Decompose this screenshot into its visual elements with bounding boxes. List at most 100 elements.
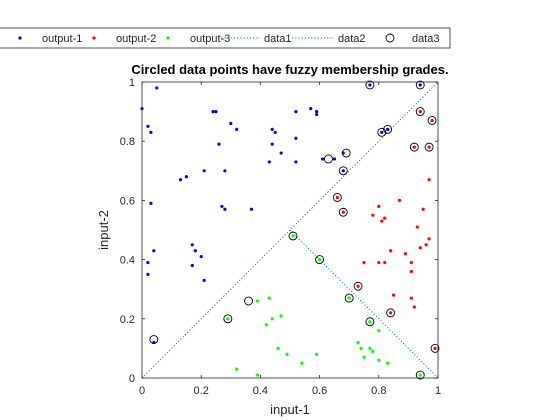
- data-point-output-1: [223, 169, 227, 173]
- data-point-output-3: [270, 317, 274, 321]
- data-point-output-2: [397, 198, 402, 202]
- data-point-output-2: [418, 246, 422, 250]
- data-point-output-1: [155, 86, 159, 90]
- data-point-output-2: [389, 249, 393, 253]
- data-point-data3: [353, 281, 363, 291]
- data-point-data3: [324, 154, 333, 164]
- y-tick-label: 0: [129, 373, 135, 385]
- data-point-output-2: [418, 110, 422, 114]
- data-point-output-3: [279, 314, 283, 318]
- data-point-output-2: [403, 252, 408, 256]
- data-point-data3: [430, 343, 440, 353]
- data-point-output-3: [255, 299, 260, 303]
- y-tick-label: 0.6: [120, 195, 135, 207]
- y-tick-label: 1: [129, 77, 135, 89]
- data-point-data3: [383, 124, 393, 134]
- data-point-data3: [288, 231, 298, 241]
- data-point-output-2: [415, 225, 419, 229]
- data-point-output-3: [315, 352, 319, 356]
- data-point-output-2: [389, 311, 393, 315]
- legend-item-output-1: output-1: [18, 33, 82, 45]
- plot-area: 0 0.2 0.4 0.6 0.8 1 0 0.2 0.4 0.6 0.8 1: [120, 77, 441, 397]
- data-point-output-1: [217, 142, 221, 146]
- data-point-output-1: [223, 207, 227, 211]
- data-point-output-3: [285, 352, 289, 356]
- data-point-output-3: [368, 320, 372, 324]
- data-point-data3: [332, 192, 342, 202]
- data-point-data3: [344, 293, 354, 303]
- data-point-data3: [341, 148, 351, 158]
- data-point-output-2: [362, 260, 366, 265]
- data-point-output-3: [264, 323, 268, 327]
- data-point-output-1: [149, 130, 153, 134]
- data-point-data3: [377, 127, 387, 137]
- data-point-data3: [223, 314, 233, 324]
- legend-swatch-output-3: [166, 36, 170, 40]
- data-point-output-1: [249, 207, 254, 211]
- data-point-data3: [149, 335, 159, 344]
- data-point-output-1: [214, 110, 218, 114]
- data-point-output-2: [377, 260, 381, 265]
- data-point-output-1: [315, 110, 319, 114]
- x-tick-label: 1: [435, 385, 441, 397]
- data-point-output-1: [202, 278, 206, 282]
- data-point-output-2: [409, 269, 413, 274]
- legend-label-data1: data1: [264, 33, 292, 45]
- data-point-output-1: [184, 175, 188, 179]
- data-point-output-1: [380, 130, 384, 134]
- data-point-output-2: [377, 204, 381, 208]
- data-point-output-2: [427, 145, 431, 149]
- data-point-output-3: [386, 361, 390, 365]
- data-point-data3: [338, 166, 348, 176]
- data-point-output-3: [377, 358, 381, 362]
- data-point-data3: [415, 107, 425, 117]
- data-point-data3: [409, 142, 419, 152]
- data-point-output-3: [362, 355, 366, 359]
- legend-item-output-3: output-3: [166, 33, 230, 45]
- data-point-output-1: [146, 124, 150, 128]
- data-point-output-3: [276, 346, 280, 350]
- data-point-output-1: [270, 142, 274, 146]
- axes-frame: [141, 81, 439, 379]
- data-point-output-2: [356, 284, 360, 288]
- data-point-output-1: [273, 130, 277, 134]
- data-point-output-1: [320, 157, 325, 161]
- data-point-output-2: [409, 260, 413, 265]
- data-point-output-1: [235, 127, 239, 131]
- data-point-output-3: [359, 346, 363, 350]
- data-point-output-3: [371, 349, 375, 353]
- legend-label-data2: data2: [338, 33, 366, 45]
- y-tick-label: 0.8: [120, 136, 135, 148]
- data-point-data3: [415, 370, 425, 380]
- data-point-output-2: [427, 178, 431, 182]
- data-point-data3: [424, 142, 434, 152]
- data-point-output-1: [279, 151, 283, 155]
- data-point-output-1: [229, 121, 233, 126]
- data-point-output-1: [220, 204, 224, 208]
- data-point-output-2: [383, 216, 387, 220]
- data-point-data3: [427, 116, 437, 125]
- data-point-output-1: [149, 201, 153, 205]
- data-point-output-1: [294, 160, 298, 164]
- data-point-output-2: [371, 213, 375, 217]
- x-tick-label: 0.4: [253, 385, 268, 397]
- x-axis-label: input-1: [270, 402, 310, 417]
- legend: output-1 output-2 output-3 data1 data2 data3: [0, 27, 451, 49]
- legend-swatch-output-2: [92, 36, 96, 40]
- data-point-output-1: [190, 263, 194, 268]
- legend-label-data3: data3: [412, 33, 440, 45]
- legend-swatch-output-1: [18, 36, 22, 40]
- data-markers: [140, 80, 440, 380]
- data-point-data3: [365, 317, 375, 327]
- data-point-output-2: [421, 207, 425, 211]
- data-point-output-1: [368, 83, 372, 87]
- x-tick-label: 0.2: [194, 385, 209, 397]
- data-point-output-2: [412, 305, 416, 309]
- data-point-output-2: [392, 293, 396, 297]
- data-point-output-3: [226, 317, 230, 321]
- legend-swatch-data3: [385, 33, 395, 43]
- data-point-output-1: [309, 107, 313, 111]
- x-tick-label: 0: [139, 385, 145, 397]
- data-point-output-2: [341, 210, 345, 214]
